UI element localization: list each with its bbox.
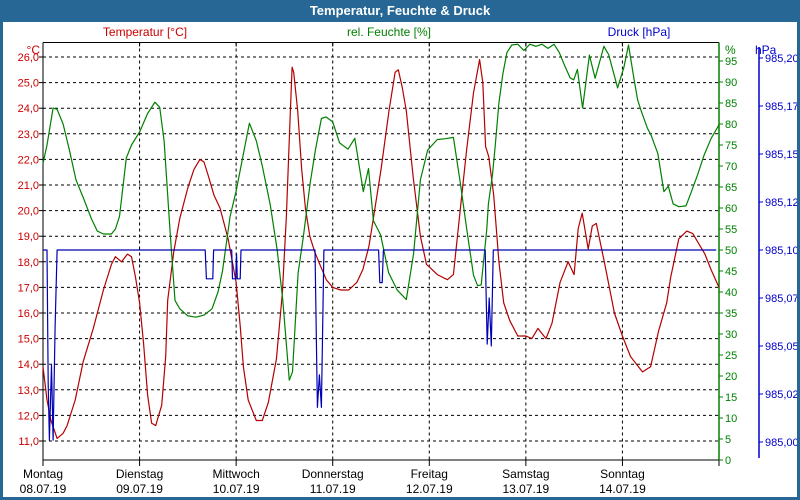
day-date-label: 12.07.19 [406, 482, 453, 496]
druck-line [43, 249, 717, 441]
press-tick-label: 985,15 [765, 149, 797, 161]
hum-tick-label: 40 [725, 287, 737, 299]
temp-tick-label: 21,0 [18, 180, 39, 192]
day-name-label: Sonntag [600, 467, 645, 481]
day-date-label: 13.07.19 [502, 482, 549, 496]
press-tick-label: 985,17 [765, 101, 797, 113]
day-name-label: Donnerstag [302, 467, 364, 481]
day-date-label: 14.07.19 [599, 482, 646, 496]
hum-tick-label: 90 [725, 77, 737, 89]
temp-tick-label: 23,0 [18, 129, 39, 141]
hum-tick-label: 0 [725, 455, 731, 467]
rel-feuchte-line [42, 43, 720, 381]
temperatur-line [42, 58, 720, 439]
temp-tick-label: 12,0 [18, 410, 39, 422]
press-tick-label: 985,10 [765, 245, 797, 257]
press-tick-label: 985,20 [765, 53, 797, 65]
hum-tick-label: 10 [725, 413, 737, 425]
press-tick-label: 985,02 [765, 389, 797, 401]
day-name-label: Freitag [411, 467, 448, 481]
hum-tick-label: 20 [725, 371, 737, 383]
temp-tick-label: 13,0 [18, 385, 39, 397]
hum-tick-label: 45 [725, 266, 737, 278]
legend-humidity: rel. Feuchte [%] [346, 25, 432, 39]
hum-tick-label: 55 [725, 224, 737, 236]
hum-axis-unit: % [725, 43, 736, 57]
hum-tick-label: 15 [725, 392, 737, 404]
hum-tick-label: 75 [725, 140, 737, 152]
day-name-label: Mittwoch [212, 467, 259, 481]
hum-tick-label: 85 [725, 98, 737, 110]
hum-tick-label: 25 [725, 350, 737, 362]
hum-tick-label: 80 [725, 119, 737, 131]
legend-pressure: Druck [hPa] [607, 25, 671, 39]
temp-tick-label: 22,0 [18, 154, 39, 166]
window-title: Temperatur, Feuchte & Druck [0, 0, 800, 22]
temp-tick-label: 20,0 [18, 206, 39, 218]
press-tick-label: 985,05 [765, 341, 797, 353]
hum-tick-label: 35 [725, 308, 737, 320]
hum-tick-label: 65 [725, 182, 737, 194]
press-tick-label: 985,07 [765, 293, 797, 305]
temp-tick-label: 15,0 [18, 334, 39, 346]
press-axis-unit: hPa [755, 43, 777, 57]
day-name-label: Montag [23, 467, 63, 481]
day-date-label: 09.07.19 [116, 482, 163, 496]
hum-tick-label: 5 [725, 434, 731, 446]
day-name-label: Samstag [502, 467, 549, 481]
legend-temperature: Temperatur [°C] [102, 25, 188, 39]
day-date-label: 08.07.19 [20, 482, 67, 496]
temp-tick-label: 25,0 [18, 78, 39, 90]
temp-axis-unit: °C [27, 43, 41, 57]
hum-tick-label: 95 [725, 56, 737, 68]
chart-area: Temperatur [°C] rel. Feuchte [%] Druck [… [3, 22, 797, 497]
temp-tick-label: 11,0 [18, 436, 39, 448]
temp-tick-label: 26,0 [18, 52, 39, 64]
hum-tick-label: 50 [725, 245, 737, 257]
day-date-label: 10.07.19 [213, 482, 260, 496]
hum-tick-label: 60 [725, 203, 737, 215]
hum-tick-label: 70 [725, 161, 737, 173]
day-name-label: Dienstag [116, 467, 163, 481]
temp-tick-label: 17,0 [18, 282, 39, 294]
temp-tick-label: 18,0 [18, 257, 39, 269]
day-date-label: 11.07.19 [310, 482, 356, 496]
temp-tick-label: 24,0 [18, 103, 39, 115]
temp-tick-label: 19,0 [18, 231, 39, 243]
temp-tick-label: 14,0 [18, 359, 39, 371]
press-tick-label: 985,12 [765, 197, 797, 209]
temp-tick-label: 16,0 [18, 308, 39, 320]
press-tick-label: 985,00 [765, 437, 797, 449]
chart-plot-area: 26,0 25,0 24,0 23,0 22,0 21,0 20,0 19,0 18,0 17,0… [18, 42, 797, 496]
hum-tick-label: 30 [725, 329, 737, 341]
